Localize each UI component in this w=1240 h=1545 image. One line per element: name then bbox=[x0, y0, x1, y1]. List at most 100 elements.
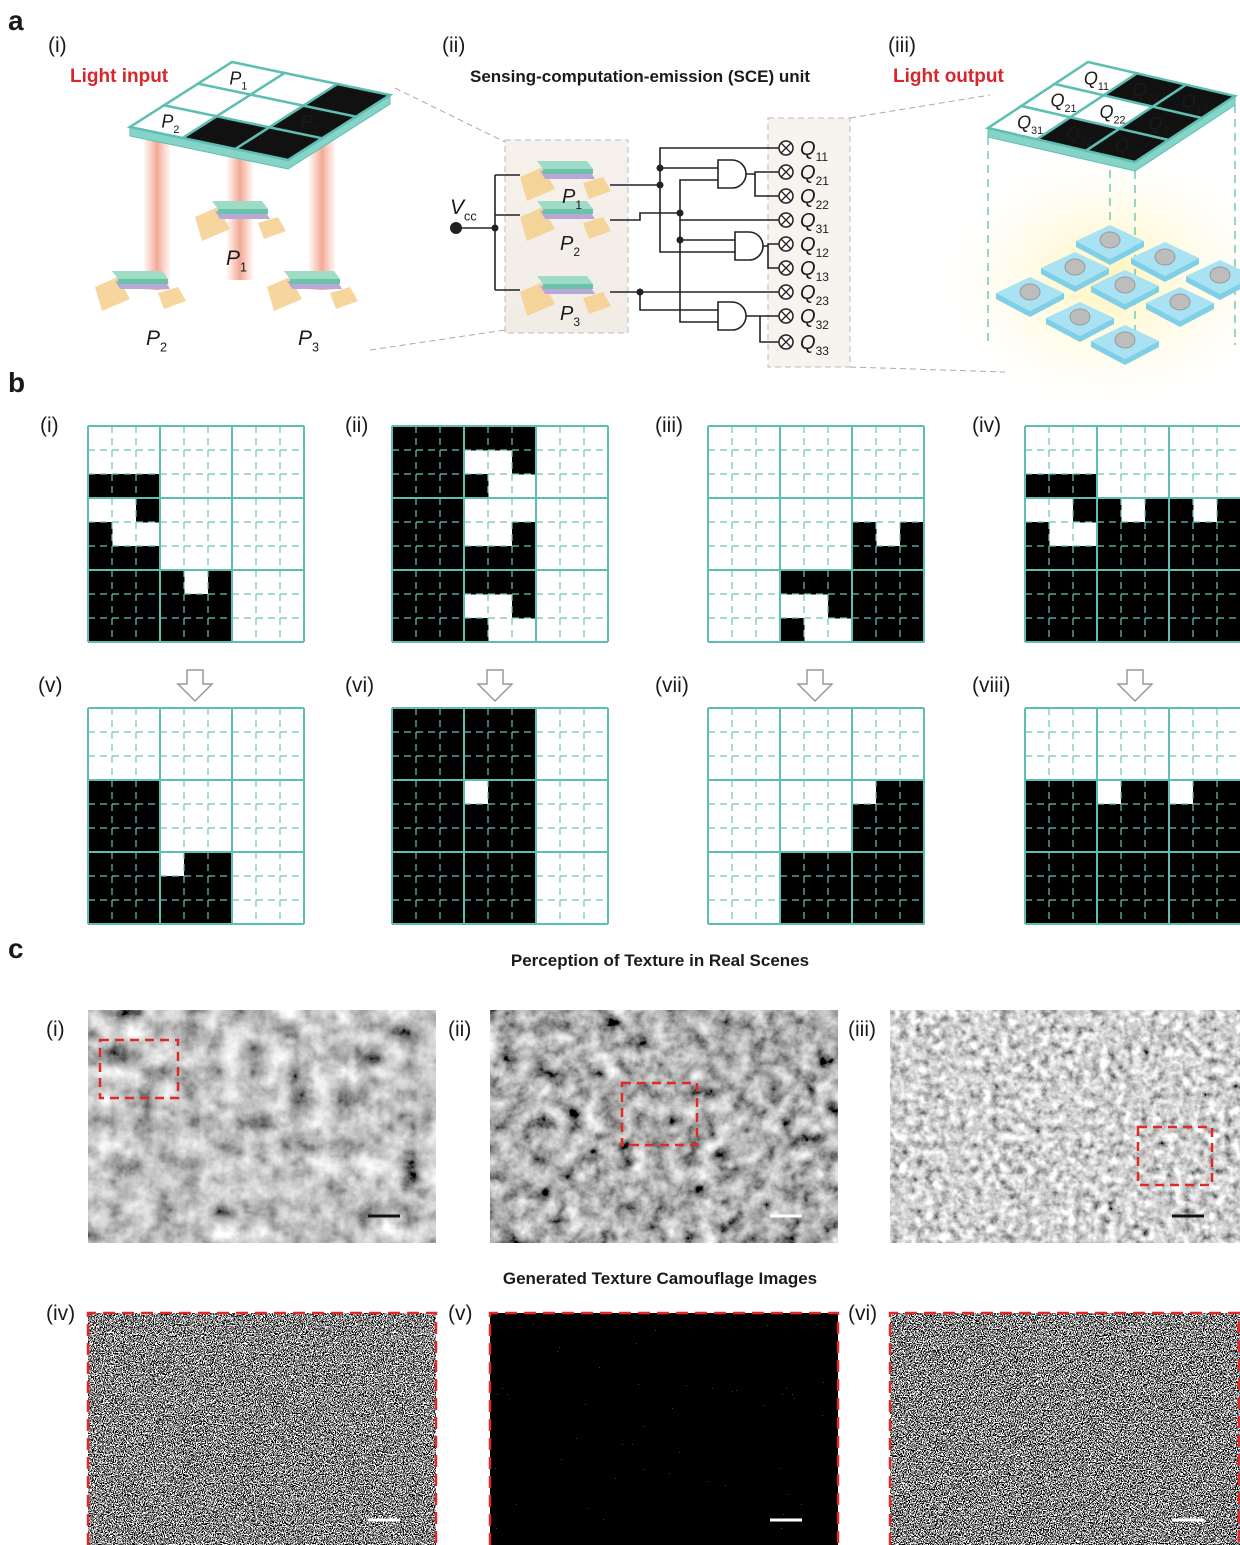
label-main: Q bbox=[800, 306, 816, 328]
black-pixel bbox=[464, 426, 489, 451]
black-pixel bbox=[1049, 852, 1074, 877]
black-pixel bbox=[1049, 780, 1074, 805]
black-pixel bbox=[440, 852, 465, 877]
black-pixel bbox=[1073, 594, 1098, 619]
black-pixel bbox=[416, 828, 441, 853]
black-pixel bbox=[440, 522, 465, 547]
sensor-side bbox=[290, 279, 340, 284]
black-pixel bbox=[416, 498, 441, 523]
black-pixel bbox=[512, 900, 537, 925]
down-arrow bbox=[478, 670, 512, 701]
connector bbox=[370, 330, 505, 350]
black-pixel bbox=[1193, 876, 1218, 901]
black-pixel bbox=[1097, 618, 1122, 643]
black-pixel bbox=[1169, 618, 1194, 643]
sub-label: (iii) bbox=[888, 34, 916, 57]
black-pixel bbox=[1025, 546, 1050, 571]
black-pixel bbox=[1025, 570, 1050, 595]
wire bbox=[680, 220, 735, 240]
black-pixel bbox=[1025, 618, 1050, 643]
black-pixel bbox=[876, 900, 901, 925]
black-pixel bbox=[1121, 852, 1146, 877]
black-pixel bbox=[1217, 828, 1240, 853]
figure: a (i) (ii) (iii) Light input Sensing-com… bbox=[0, 0, 1240, 1545]
black-pixel bbox=[1121, 900, 1146, 925]
black-pixel bbox=[1145, 546, 1170, 571]
wire bbox=[660, 185, 735, 252]
black-pixel bbox=[1217, 522, 1240, 547]
sub-label: (ii) bbox=[448, 1018, 471, 1041]
black-pixel bbox=[780, 852, 805, 877]
black-pixel bbox=[88, 876, 113, 901]
black-pixel bbox=[464, 708, 489, 733]
and-gate bbox=[718, 302, 746, 330]
black-pixel bbox=[1193, 900, 1218, 925]
black-pixel bbox=[208, 852, 233, 877]
black-pixel bbox=[1193, 522, 1218, 547]
black-pixel bbox=[1193, 780, 1218, 805]
wire bbox=[680, 180, 718, 213]
junction bbox=[677, 237, 684, 244]
junction bbox=[492, 225, 499, 232]
black-pixel bbox=[88, 828, 113, 853]
black-pixel bbox=[464, 756, 489, 781]
sub-label: (i) bbox=[40, 414, 59, 437]
black-pixel bbox=[208, 900, 233, 925]
label-sub: 11 bbox=[816, 150, 829, 164]
black-pixel bbox=[876, 804, 901, 829]
black-pixel bbox=[1217, 876, 1240, 901]
black-pixel bbox=[416, 450, 441, 475]
black-pixel bbox=[416, 426, 441, 451]
black-pixel bbox=[160, 618, 185, 643]
black-pixel bbox=[112, 546, 137, 571]
black-pixel bbox=[852, 804, 877, 829]
black-pixel bbox=[112, 876, 137, 901]
label-sub: 21 bbox=[1065, 103, 1077, 115]
black-pixel bbox=[416, 522, 441, 547]
label-sub: 2 bbox=[573, 245, 580, 259]
sensor-side bbox=[118, 279, 168, 284]
black-pixel bbox=[1073, 546, 1098, 571]
black-pixel bbox=[1097, 594, 1122, 619]
junction bbox=[657, 165, 664, 172]
black-pixel bbox=[392, 900, 417, 925]
and-gate bbox=[735, 232, 763, 260]
black-pixel bbox=[416, 756, 441, 781]
label-main: Q bbox=[800, 162, 816, 184]
black-pixel bbox=[184, 594, 209, 619]
black-pixel bbox=[136, 498, 161, 523]
label-sub: 32 bbox=[1080, 136, 1092, 148]
black-pixel bbox=[1145, 594, 1170, 619]
black-pixel bbox=[1025, 876, 1050, 901]
label-main: Q bbox=[1133, 80, 1147, 100]
black-pixel bbox=[876, 618, 901, 643]
black-pixel bbox=[876, 828, 901, 853]
black-pixel bbox=[440, 450, 465, 475]
led-dome bbox=[1100, 232, 1120, 248]
black-pixel bbox=[900, 900, 925, 925]
sensor-top bbox=[284, 271, 340, 279]
black-pixel bbox=[440, 828, 465, 853]
black-pixel bbox=[780, 618, 805, 643]
label-main: Q bbox=[1100, 102, 1114, 122]
black-pixel bbox=[136, 852, 161, 877]
generated-image bbox=[490, 1313, 838, 1545]
label-main: P bbox=[161, 112, 173, 132]
electrode bbox=[158, 287, 186, 309]
label-sub: 1 bbox=[240, 260, 247, 274]
black-pixel bbox=[1049, 828, 1074, 853]
label-main: Q bbox=[1051, 91, 1065, 111]
black-pixel bbox=[1145, 804, 1170, 829]
black-pixel bbox=[112, 474, 137, 499]
label-main: Q bbox=[1115, 135, 1129, 155]
black-pixel bbox=[1217, 570, 1240, 595]
black-pixel bbox=[876, 780, 901, 805]
black-pixel bbox=[440, 618, 465, 643]
sensor-top bbox=[212, 201, 268, 209]
black-pixel bbox=[852, 522, 877, 547]
black-pixel bbox=[488, 546, 513, 571]
black-pixel bbox=[184, 852, 209, 877]
black-pixel bbox=[488, 852, 513, 877]
black-pixel bbox=[136, 546, 161, 571]
section-title: Generated Texture Camouflage Images bbox=[503, 1269, 817, 1288]
